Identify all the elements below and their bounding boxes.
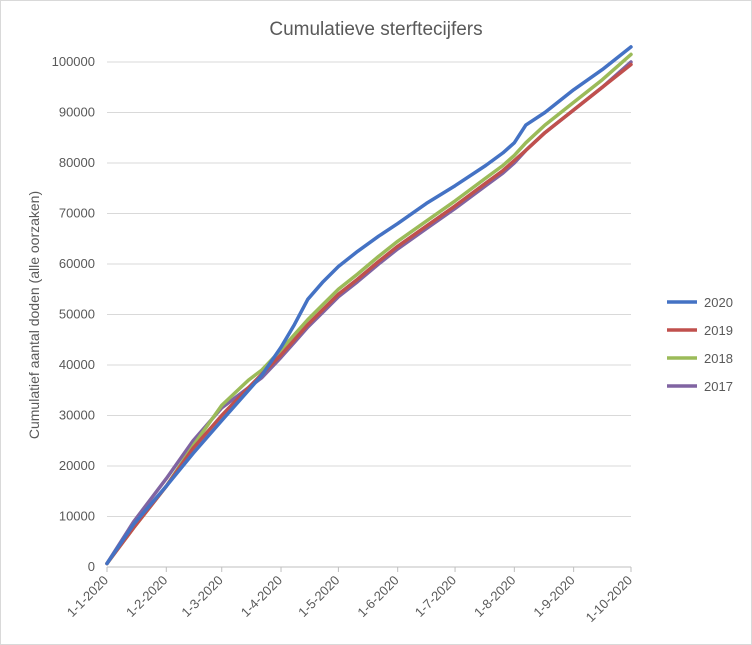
- y-tick-label: 100000: [52, 54, 95, 69]
- x-tick-label: 1-10-2020: [583, 573, 636, 626]
- legend-label-2017: 2017: [704, 379, 733, 394]
- series-line-2019: [105, 62, 633, 566]
- y-tick-label: 30000: [59, 408, 95, 423]
- x-tick-label: 1-1-2020: [64, 573, 111, 620]
- x-tick-label: 1-9-2020: [530, 573, 577, 620]
- axes: 0 10000 20000 30000 40000 50000 60000 70000 8000…: [52, 54, 636, 625]
- y-tick-label: 90000: [59, 105, 95, 120]
- y-tick-label: 0: [88, 559, 95, 574]
- legend-label-2019: 2019: [704, 323, 733, 338]
- series-line-2020: [105, 45, 633, 566]
- legend-label-2020: 2020: [704, 295, 733, 310]
- x-tick-label: 1-4-2020: [238, 573, 285, 620]
- x-tick-label: 1-2-2020: [123, 573, 170, 620]
- y-tick-label: 10000: [59, 509, 95, 524]
- legend-label-2018: 2018: [704, 351, 733, 366]
- x-tick-label: 1-5-2020: [295, 573, 342, 620]
- y-tick-label: 80000: [59, 155, 95, 170]
- y-tick-label: 20000: [59, 458, 95, 473]
- series-line-2018: [105, 52, 633, 566]
- y-tick-label: 40000: [59, 357, 95, 372]
- series-line-2017: [105, 60, 633, 566]
- gridlines: [107, 61, 631, 517]
- legend: 2020 2019 2018 2017: [667, 295, 733, 394]
- series-lines: [105, 45, 633, 566]
- y-tick-label: 60000: [59, 256, 95, 271]
- x-tick-label: 1-7-2020: [412, 573, 459, 620]
- y-tick-label: 50000: [59, 307, 95, 322]
- x-tick-label: 1-3-2020: [178, 573, 225, 620]
- x-tick-label: 1-8-2020: [471, 573, 518, 620]
- y-axis-title: Cumulatief aantal doden (alle oorzaken): [26, 191, 42, 439]
- y-tick-label: 70000: [59, 206, 95, 221]
- x-tick-label: 1-6-2020: [354, 573, 401, 620]
- chart-title: Cumulatieve sterftecijfers: [269, 19, 482, 40]
